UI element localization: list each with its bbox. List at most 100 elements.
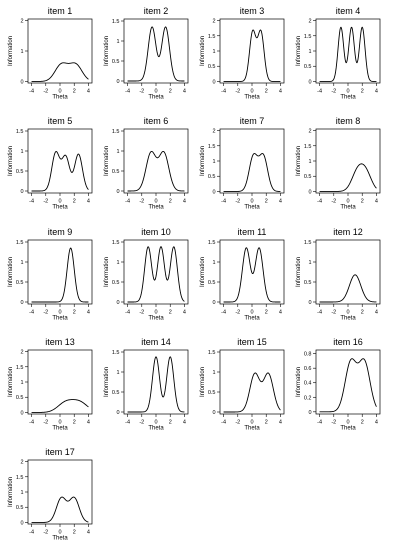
x-tick-label: 0 — [250, 89, 253, 95]
panel-8: item 8 -4 -2 0 2 4 0 0.5 1 1.5 2 Theta Information — [296, 116, 381, 211]
y-axis-label: Information — [296, 36, 302, 66]
y-tick-label: 1.5 — [304, 144, 312, 150]
x-tick-label: -2 — [139, 89, 144, 95]
y-tick-label: 0 — [308, 300, 311, 306]
y-tick-label: 0 — [212, 189, 215, 195]
x-tick-label: 4 — [87, 310, 90, 316]
information-curve — [31, 399, 89, 413]
information-curve — [127, 356, 185, 413]
x-tick-label: -4 — [125, 199, 130, 205]
x-axis-label: Theta — [244, 316, 260, 322]
panel-3: item 3 -4 -2 0 2 4 0 0.5 1 1.5 2 Theta Information — [200, 6, 285, 101]
x-tick-label: 2 — [361, 89, 364, 95]
panel-16: item 16 -4 -2 0 2 4 0 0.2 0.4 0.6 0.8 Theta Informat… — [296, 337, 381, 432]
x-tick-label: -2 — [331, 89, 336, 95]
panel-title: item 16 — [333, 337, 363, 347]
information-curve — [223, 247, 281, 303]
plot-frame — [123, 128, 189, 194]
plot-frame — [123, 349, 189, 415]
x-tick-label: 0 — [346, 420, 349, 426]
y-tick-label: 1.5 — [16, 365, 24, 371]
information-curve — [31, 247, 89, 303]
x-axis-label: Theta — [244, 426, 260, 432]
x-tick-label: -2 — [43, 310, 48, 316]
y-tick-label: 1 — [212, 370, 215, 376]
x-tick-label: 4 — [375, 199, 378, 205]
x-tick-label: 4 — [87, 530, 90, 536]
x-axis-label: Theta — [148, 205, 164, 211]
y-tick-label: 0.5 — [16, 505, 24, 511]
information-curve — [223, 29, 281, 82]
x-tick-label: -4 — [125, 89, 130, 95]
x-tick-label: -2 — [235, 420, 240, 426]
plot-frame — [219, 18, 285, 84]
panel-title: item 10 — [141, 227, 171, 237]
x-tick-label: 0 — [58, 89, 61, 95]
information-curve — [223, 153, 281, 192]
y-tick-label: 1.5 — [208, 240, 216, 246]
x-tick-label: 4 — [183, 420, 186, 426]
y-tick-label: 0 — [212, 410, 215, 416]
x-tick-label: -4 — [29, 199, 34, 205]
y-tick-label: 2 — [212, 19, 215, 25]
x-tick-label: -2 — [331, 420, 336, 426]
y-tick-label: 1.5 — [112, 19, 120, 25]
y-tick-label: 0.5 — [112, 390, 120, 396]
x-tick-label: 0 — [250, 199, 253, 205]
y-tick-label: 0 — [20, 300, 23, 306]
panel-10: item 10 -4 -2 0 2 4 0 0.5 1 1.5 Theta Information — [104, 227, 189, 322]
x-tick-label: 2 — [265, 199, 268, 205]
x-tick-label: 4 — [87, 420, 90, 426]
y-tick-label: 0.5 — [16, 280, 24, 286]
information-curve — [319, 358, 377, 413]
x-tick-label: -4 — [221, 89, 226, 95]
x-tick-label: -4 — [317, 199, 322, 205]
y-tick-label: 1.5 — [112, 129, 120, 135]
panel-title: item 14 — [141, 337, 171, 347]
y-axis-label: Information — [8, 36, 14, 66]
y-axis-label: Information — [200, 257, 206, 287]
x-axis-label: Theta — [52, 95, 68, 101]
panel-title: item 6 — [144, 116, 169, 126]
y-axis-label: Information — [296, 257, 302, 287]
information-curve — [319, 163, 377, 192]
panel-11: item 11 -4 -2 0 2 4 0 0.5 1 1.5 Theta Information — [200, 227, 285, 322]
x-tick-label: -2 — [43, 199, 48, 205]
x-tick-label: 2 — [73, 199, 76, 205]
y-tick-label: 2 — [20, 350, 23, 356]
plot-frame — [27, 459, 93, 525]
x-tick-label: 2 — [73, 530, 76, 536]
x-tick-label: 2 — [169, 310, 172, 316]
x-axis-label: Theta — [52, 426, 68, 432]
y-axis-label: Information — [104, 146, 110, 176]
y-tick-label: 0 — [212, 300, 215, 306]
x-tick-label: 0 — [346, 89, 349, 95]
panel-title: item 5 — [48, 116, 73, 126]
panel-title: item 3 — [240, 6, 265, 16]
y-tick-label: 0.5 — [304, 174, 312, 180]
y-tick-label: 0.5 — [16, 395, 24, 401]
y-tick-label: 1 — [212, 49, 215, 55]
y-tick-label: 1 — [20, 380, 23, 386]
plot-frame — [123, 18, 189, 84]
x-tick-label: -4 — [125, 310, 130, 316]
plot-frame — [315, 239, 381, 305]
information-curve — [31, 496, 89, 523]
plot-frame — [315, 128, 381, 194]
x-axis-label: Theta — [244, 205, 260, 211]
y-axis-label: Information — [200, 36, 206, 66]
x-axis-label: Theta — [148, 316, 164, 322]
panel-title: item 9 — [48, 227, 73, 237]
y-tick-label: 1 — [308, 49, 311, 55]
y-tick-label: 0.5 — [112, 169, 120, 175]
x-tick-label: -4 — [221, 310, 226, 316]
x-tick-label: 2 — [361, 310, 364, 316]
y-tick-label: 0.2 — [304, 395, 312, 401]
panel-9: item 9 -4 -2 0 2 4 0 0.5 1 1.5 Theta Information — [8, 227, 93, 322]
x-tick-label: 4 — [375, 420, 378, 426]
y-tick-label: 0.5 — [112, 59, 120, 65]
information-curve — [127, 246, 185, 303]
y-tick-label: 2 — [308, 19, 311, 25]
y-tick-label: 1.5 — [304, 34, 312, 40]
y-tick-label: 1.5 — [304, 240, 312, 246]
